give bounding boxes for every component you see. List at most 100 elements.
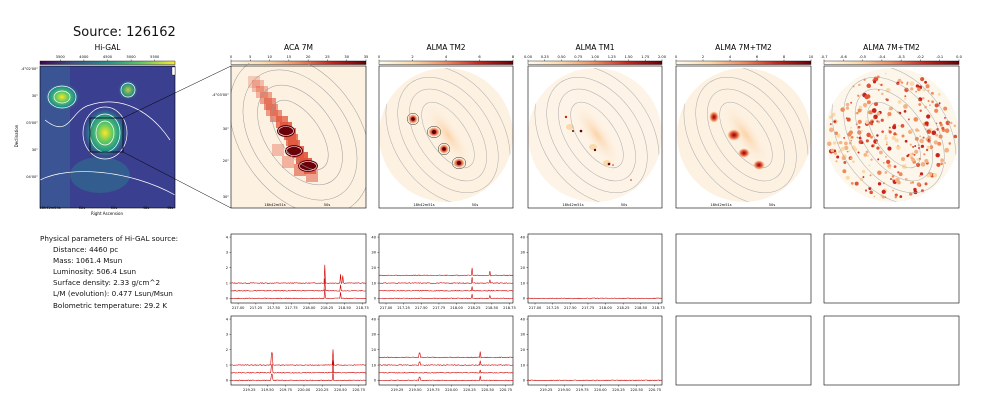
higal-frame bbox=[39, 65, 176, 209]
alma-speck bbox=[927, 89, 930, 92]
alma-speck bbox=[876, 120, 879, 123]
alma-speck bbox=[834, 131, 839, 135]
colorbar-tick-label: 8 bbox=[512, 55, 515, 59]
alma-speck bbox=[896, 145, 901, 151]
spectrum-line bbox=[230, 360, 367, 374]
param-luminosity: Luminosity: 506.4 Lsun bbox=[53, 267, 137, 277]
alma-speck bbox=[873, 117, 876, 120]
alma-speck bbox=[831, 112, 836, 117]
alma-speck bbox=[857, 151, 860, 154]
alma-speck bbox=[924, 121, 929, 126]
x-tick-label: 219.50 bbox=[558, 388, 571, 392]
alma-speck bbox=[894, 196, 897, 199]
alma-speck bbox=[897, 124, 900, 127]
alma-speck bbox=[906, 82, 909, 85]
spectrum-line bbox=[230, 264, 367, 284]
alma-speck bbox=[849, 157, 853, 160]
x-tick-label: 220.75 bbox=[352, 388, 365, 392]
param-bolometric-temperature: Bolometric temperature: 29.2 K bbox=[53, 300, 168, 310]
alma-core bbox=[753, 160, 765, 170]
spectrum-line bbox=[378, 277, 514, 284]
aca-contour bbox=[271, 100, 329, 170]
colorbar-tick-label: 30 bbox=[344, 55, 349, 59]
x-tick-label: 50s bbox=[472, 203, 479, 207]
alma-speck bbox=[839, 140, 843, 145]
alma-speck bbox=[411, 117, 415, 121]
colorbar-tick-label: 25 bbox=[325, 55, 330, 59]
alma-speck bbox=[861, 141, 864, 144]
colorbar-tick-label: -0.4 bbox=[878, 55, 886, 59]
y-tick-label: -4°03'00" bbox=[212, 93, 230, 97]
alma-speck bbox=[908, 153, 913, 158]
alma-speck bbox=[432, 130, 436, 134]
alma-speck bbox=[882, 162, 885, 164]
alma-core-contour bbox=[427, 125, 442, 138]
param-surface-density: Surface density: 2.33 g/cm^2 bbox=[53, 278, 161, 288]
alma-speck bbox=[892, 125, 897, 130]
alma-speck bbox=[915, 90, 917, 93]
colorbar-tick-label: 6 bbox=[756, 55, 759, 59]
spectrum-panel-2: 0 10 20 30 40 217.00 217.25 217.50 217.75 218.00 2… bbox=[520, 233, 665, 310]
physical-parameters: Physical parameters of Hi-GAL source: Di… bbox=[40, 233, 178, 311]
colorbar-tick-label: -0.2 bbox=[917, 55, 924, 59]
spectrum-frame bbox=[675, 233, 812, 304]
alma-speck bbox=[860, 108, 863, 111]
alma-speck bbox=[919, 109, 922, 112]
y-tick-label: 0 bbox=[226, 297, 229, 301]
colorbar-tick-label: 0 bbox=[675, 55, 678, 59]
colorbar-tick-label: 4000 bbox=[79, 55, 89, 59]
colorbar-tick-label: 2.00 bbox=[658, 55, 667, 59]
colorbar-tick-label: 0.50 bbox=[557, 55, 566, 59]
alma-speck bbox=[937, 92, 941, 96]
x-tick-label: 217.75 bbox=[582, 306, 595, 310]
alma-speck bbox=[935, 153, 940, 158]
spectrum-line bbox=[379, 375, 514, 382]
alma-speck bbox=[953, 134, 958, 139]
alma-speck bbox=[885, 155, 887, 158]
alma-speck bbox=[944, 128, 950, 133]
x-tick-label: 217.50 bbox=[415, 306, 428, 310]
colorbar-tick-label: 4 bbox=[445, 55, 448, 59]
spectrum-line bbox=[378, 286, 513, 292]
y-tick-label: 03'00" bbox=[26, 121, 38, 125]
alma-speck bbox=[900, 156, 906, 162]
x-tick-label: 220.50 bbox=[630, 388, 643, 392]
x-tick-label: 219.75 bbox=[427, 388, 440, 392]
colorbar-tick-label: 10 bbox=[809, 55, 814, 59]
colorbar-tick-label: 1.00 bbox=[591, 55, 600, 59]
alma-core-contour bbox=[407, 112, 420, 125]
x-tick-label: 217.25 bbox=[546, 306, 559, 310]
alma-speck bbox=[876, 112, 881, 116]
colorbar bbox=[823, 60, 960, 65]
alma-speck bbox=[893, 165, 897, 169]
alma-speck bbox=[932, 173, 938, 178]
alma-speck bbox=[833, 151, 837, 155]
alma-speck bbox=[877, 158, 880, 161]
x-tick-label: 218.00 bbox=[450, 306, 463, 310]
alma-speck bbox=[931, 130, 937, 136]
map-title: ACA 7M bbox=[284, 43, 313, 52]
alma-speck bbox=[919, 172, 924, 176]
spectrum-line bbox=[231, 289, 366, 300]
alma-speck bbox=[906, 81, 909, 84]
alma-speck bbox=[901, 134, 905, 138]
alma-speck bbox=[898, 172, 903, 177]
alma-speck bbox=[901, 164, 907, 169]
alma-speck bbox=[890, 178, 892, 181]
alma-speck bbox=[897, 171, 900, 174]
x-tick-label: 52s bbox=[79, 206, 86, 210]
x-tick-label: 219.25 bbox=[243, 388, 256, 392]
y-tick-label: 40 bbox=[371, 317, 376, 321]
y-tick-label: 10 bbox=[520, 281, 525, 285]
y-tick-label: 30" bbox=[32, 148, 39, 152]
alma-speck bbox=[861, 169, 866, 174]
alma-speck bbox=[930, 91, 934, 95]
alma-contour bbox=[867, 101, 921, 169]
y-tick-label: -4°02'00" bbox=[21, 67, 39, 71]
alma-speck bbox=[857, 125, 861, 129]
colorbar-tick-label: 0 bbox=[230, 55, 233, 59]
zoom-box bbox=[89, 117, 124, 153]
alma-speck bbox=[860, 177, 864, 182]
colorbar-tick-label: 20 bbox=[306, 55, 311, 59]
colorbar-tick-label: 3500 bbox=[56, 55, 66, 59]
